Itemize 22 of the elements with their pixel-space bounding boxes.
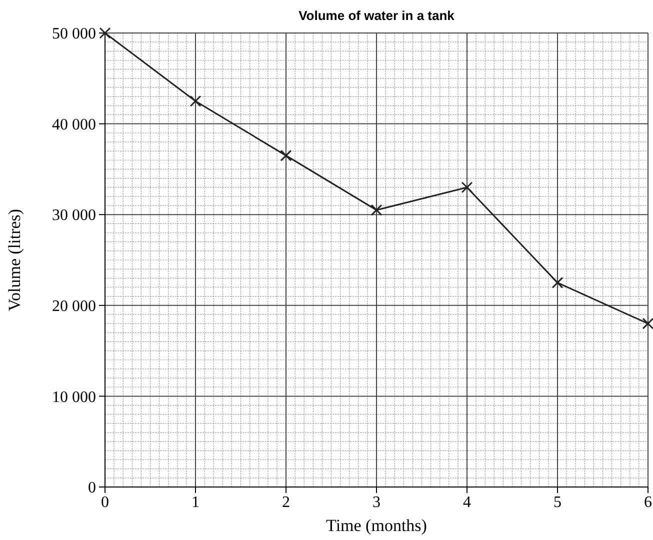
x-tick-label: 2 <box>282 494 290 511</box>
y-tick-label: 10 000 <box>52 388 96 406</box>
point <box>280 150 292 162</box>
x-tick-label: 4 <box>463 494 471 511</box>
point <box>370 204 382 216</box>
y-tick-label: 0 <box>88 480 96 497</box>
y-tick-label: 40 000 <box>52 116 96 134</box>
point <box>642 318 653 330</box>
y-tick-label: 30 000 <box>52 207 96 224</box>
x-tick-label: 6 <box>644 494 652 511</box>
point <box>552 276 564 288</box>
point <box>190 95 202 107</box>
y-tick-label: 50 000 <box>52 26 96 43</box>
x-tick-label: 5 <box>554 494 562 511</box>
point <box>461 182 473 194</box>
x-axis-title: Time (months) <box>326 516 427 535</box>
x-tick-label: 0 <box>101 494 109 511</box>
y-tick-label: 20 000 <box>52 298 96 315</box>
chart-title: Volume of water in a tank <box>298 8 456 23</box>
x-tick-label: 3 <box>372 494 380 511</box>
x-tick-label: 1 <box>192 494 200 511</box>
y-axis-title: Volume (litres) <box>5 208 24 312</box>
